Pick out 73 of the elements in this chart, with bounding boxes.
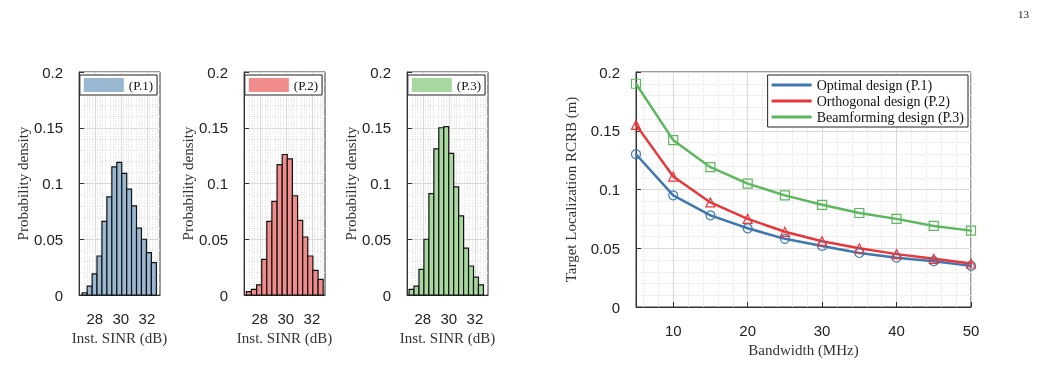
point <box>630 149 642 160</box>
y-tick-label: 0.05 <box>361 230 392 248</box>
x-tick-label: 32 <box>138 310 156 327</box>
point <box>854 247 865 259</box>
point <box>742 223 753 234</box>
x-tick-label: 30 <box>440 310 458 327</box>
y-tick-label: 0.1 <box>370 175 392 192</box>
x-tick-label: 10 <box>664 322 682 339</box>
legend-label: Beamforming design (P.3) <box>816 109 965 126</box>
y-tick-label: 0 <box>611 298 620 316</box>
y-tick-label: 0.05 <box>590 239 620 257</box>
y-axis-title: Probability density <box>179 126 196 241</box>
y-tick-label: 0 <box>219 286 229 304</box>
point <box>817 240 828 251</box>
y-tick-label: 0.2 <box>207 63 229 81</box>
x-tick-label: 30 <box>813 322 831 339</box>
y-tick-label: 0.15 <box>361 119 392 137</box>
point <box>817 199 828 210</box>
y-tick-label: 0.1 <box>42 175 64 192</box>
y-axis-title: Probability density <box>14 126 31 241</box>
y-tick-label: 0.1 <box>599 181 620 198</box>
x-tick-label: 40 <box>888 322 905 339</box>
x-tick-label: 32 <box>303 310 321 327</box>
legend-label: (P.2) <box>293 77 319 93</box>
x-tick-label: 30 <box>277 310 295 327</box>
point <box>705 197 716 208</box>
y-tick-label: 0 <box>382 286 392 304</box>
y-tick-label: 0.15 <box>33 119 64 137</box>
point <box>705 210 716 221</box>
point <box>891 213 902 224</box>
point <box>630 78 642 89</box>
point <box>668 190 679 201</box>
y-tick-label: 0.2 <box>370 63 392 81</box>
point <box>779 226 790 237</box>
point <box>854 243 865 254</box>
y-tick-label: 0.2 <box>599 63 620 81</box>
x-tick-label: 20 <box>739 322 757 339</box>
y-axis-title: Probability density <box>342 126 359 241</box>
point <box>854 207 865 219</box>
x-axis-title: Bandwidth (MHz) <box>748 342 859 360</box>
y-tick-label: 0 <box>54 286 64 304</box>
y-tick-label: 0.15 <box>590 122 620 140</box>
legend-label: Orthogonal design (P.2) <box>816 93 951 110</box>
x-tick-label: 30 <box>112 310 130 327</box>
y-tick-label: 0.15 <box>198 119 229 137</box>
point <box>742 178 753 189</box>
y-tick-label: 0.05 <box>198 230 229 248</box>
x-tick-label: 28 <box>86 310 104 327</box>
legend-label: (P.1) <box>128 77 154 93</box>
y-axis-title: Target Localization RCRB (m) <box>562 96 580 283</box>
point <box>965 225 977 236</box>
y-tick-label: 0.05 <box>33 230 64 248</box>
x-axis-title: Inst. SINR (dB) <box>71 330 168 348</box>
x-tick-label: 50 <box>962 322 980 339</box>
point <box>668 171 679 182</box>
point <box>779 190 790 201</box>
legend-label: (P.3) <box>456 77 482 93</box>
point <box>817 236 828 247</box>
x-tick-label: 28 <box>414 310 432 327</box>
point <box>742 213 753 224</box>
text: 13 <box>1018 7 1030 20</box>
x-tick-label: 32 <box>466 310 484 327</box>
point <box>928 220 939 232</box>
point <box>705 162 716 173</box>
x-tick-label: 28 <box>251 310 269 327</box>
x-axis-title: Inst. SINR (dB) <box>399 330 496 348</box>
point <box>668 135 679 146</box>
y-tick-label: 0.1 <box>207 175 229 192</box>
point <box>779 233 790 244</box>
point <box>630 119 642 130</box>
legend-label: Optimal design (P.1) <box>816 77 933 94</box>
x-axis-title: Inst. SINR (dB) <box>236 330 333 348</box>
y-tick-label: 0.2 <box>42 63 64 81</box>
